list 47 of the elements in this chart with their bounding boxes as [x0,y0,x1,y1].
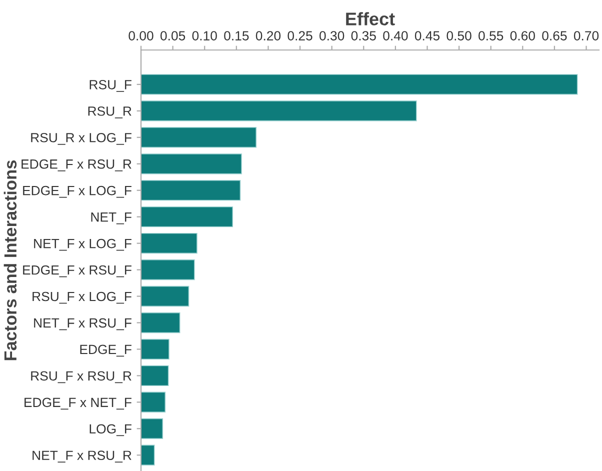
y-tick-label: EDGE_F x RSU_F [23,265,132,278]
x-tick-label: 0.55 [478,31,504,40]
bar [141,312,180,334]
bar [141,232,198,254]
x-tick-label: 0.35 [351,31,376,40]
bar [141,127,257,148]
x-tick-label: 0.10 [192,31,217,40]
y-tick-label: NET_F x LOG_F [34,238,132,251]
y-tick-label: RSU_F x LOG_F [32,292,132,304]
bar [141,100,417,122]
x-tick-label: 0.15 [224,31,249,40]
bar [141,392,166,413]
y-tick-label: EDGE_F x NET_F [24,398,132,410]
y-tick-label: RSU_R [88,106,132,118]
y-tick-label: RSU_R x LOG_F [31,132,132,145]
x-tick-label: 0.70 [574,31,599,40]
y-axis-title: Factors and Interactions [4,160,17,360]
y-tick-label: NET_F x RSU_F [34,318,132,330]
y-tick-label: EDGE_F x LOG_F [23,186,132,198]
y-tick-label: NET_F [91,212,132,224]
bar [141,444,155,466]
bar [141,286,190,307]
x-tick-label: 0.40 [383,31,408,40]
bar [141,180,241,201]
x-tick-label: 0.65 [542,31,567,40]
x-tick-label: 0.00 [128,31,154,40]
x-tick-label: 0.45 [414,31,440,40]
x-tick-label: 0.60 [510,31,535,40]
bar [141,206,234,228]
y-tick-label: NET_F x RSU_R [32,450,132,463]
x-axis-title: Effect [346,12,395,26]
y-tick-label: RSU_F [90,80,132,92]
x-tick-label: 0.30 [320,31,344,40]
bar [141,74,578,95]
bar [141,365,169,386]
y-tick-label: RSU_F x RSU_R [31,371,132,384]
x-tick-label: 0.05 [160,31,186,40]
y-tick-label: LOG_F [90,424,132,436]
x-tick-label: 0.50 [446,31,472,40]
bar [141,418,164,439]
bar [141,338,170,360]
y-tick-label: EDGE_F x RSU_R [22,159,132,172]
x-tick-label: 0.25 [288,31,312,40]
y-tick-label: EDGE_F [80,344,132,357]
bar [141,154,242,174]
x-tick-label: 0.20 [256,31,281,40]
bar [141,259,195,280]
